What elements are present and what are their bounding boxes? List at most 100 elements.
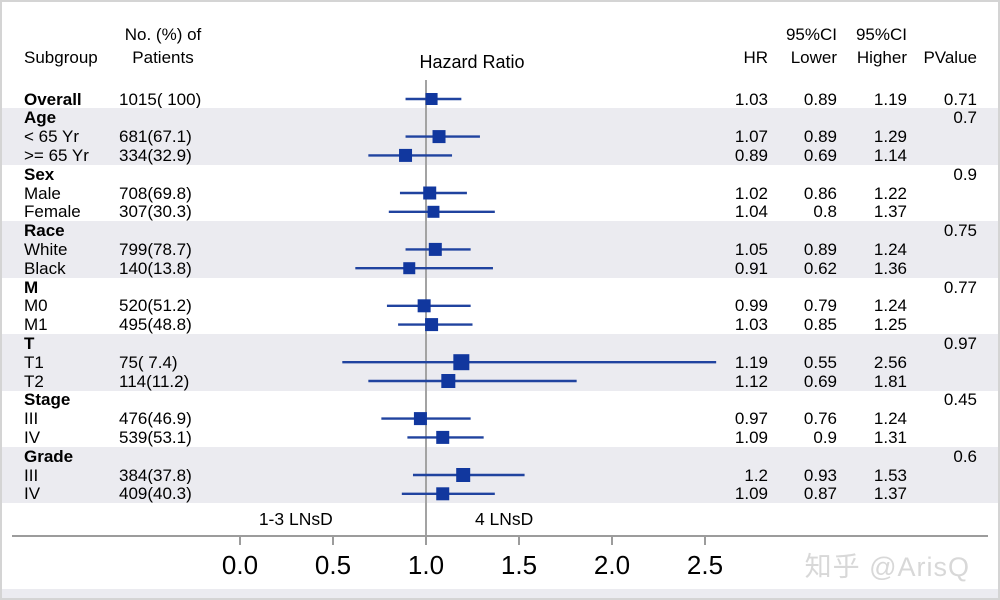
column-header-patients-line2: Patients [132, 48, 194, 67]
hr-marker [417, 299, 431, 313]
row-ci-lower-value: 0.89 [803, 127, 837, 147]
row-patients-value: 1015( 100) [119, 89, 202, 109]
x-axis-tick-label: 1.5 [501, 550, 537, 580]
row-subgroup-label: M1 [24, 315, 48, 335]
table-row: Grade 0.6 [2, 446, 998, 466]
hr-marker [403, 262, 416, 275]
row-ci-lower-value: 0.55 [803, 352, 837, 372]
row-patients-value: 114(11.2) [119, 371, 190, 391]
row-patients-value: 708(69.8) [119, 183, 192, 203]
column-header-hr: HR [743, 48, 768, 67]
row-ci-lower-value: 0.69 [803, 146, 837, 165]
row-hr-value: 0.99 [734, 296, 768, 316]
column-header-ci-higher-line2: Higher [856, 48, 907, 67]
table-row: M1 495(48.8) 1.03 0.85 1.25 [2, 315, 998, 334]
row-subgroup-label: IV [24, 484, 41, 504]
row-ci-lower-value: 0.85 [803, 315, 837, 335]
row-ci-higher-value: 1.37 [873, 484, 907, 504]
row-ci-lower-value: 0.69 [803, 371, 837, 391]
row-subgroup-label: Female [24, 202, 81, 222]
row-hr-value: 1.07 [734, 127, 768, 147]
table-row: Age 0.7 [2, 108, 998, 128]
row-patients-value: 307(30.3) [119, 202, 192, 222]
x-axis-tick-label: 2.0 [594, 550, 630, 580]
row-hr-value: 1.04 [734, 202, 768, 222]
axis-region-label: 4 LNsD [475, 509, 533, 529]
column-header-ci-lower-line1: 95%CI [785, 25, 837, 44]
row-pvalue-value: 0.7 [953, 108, 977, 128]
row-subgroup-label: III [24, 465, 39, 485]
table-row: < 65 Yr 681(67.1) 1.07 0.89 1.29 [2, 127, 998, 147]
row-pvalue-value: 0.6 [953, 446, 977, 466]
table-row: M0 520(51.2) 0.99 0.79 1.24 [2, 296, 998, 315]
column-header-patients-line1: No. (%) of [124, 25, 202, 44]
x-axis-tick-label: 0.5 [315, 550, 351, 580]
row-ci-lower-value: 0.62 [803, 258, 837, 278]
table-row: Overall 1015( 100) 1.03 0.89 1.19 0.71 [2, 90, 998, 109]
row-hr-value: 1.03 [734, 89, 768, 109]
row-subgroup-label: Age [24, 108, 57, 128]
column-header-ci-lower-line2: Lower [790, 48, 837, 67]
hr-marker [413, 412, 427, 426]
row-subgroup-label: T2 [24, 371, 44, 391]
table-row: Race 0.75 [2, 221, 998, 241]
watermark: 知乎 @ArisQ [804, 552, 970, 582]
hr-marker [432, 130, 446, 144]
row-subgroup-label: M [24, 277, 39, 297]
row-pvalue-value: 0.97 [943, 334, 977, 353]
row-patients-value: 140(13.8) [119, 258, 192, 278]
table-row: Black 140(13.8) 0.91 0.62 1.36 [2, 258, 998, 278]
row-patients-value: 334(32.9) [119, 146, 192, 165]
row-ci-higher-value: 1.14 [873, 146, 907, 165]
row-hr-value: 1.09 [734, 428, 768, 447]
row-ci-higher-value: 1.25 [873, 315, 907, 335]
axis-region-label: 1-3 LNsD [259, 509, 333, 529]
hr-marker [425, 93, 438, 105]
table-row: Male 708(69.8) 1.02 0.86 1.22 [2, 184, 998, 203]
row-ci-lower-value: 0.8 [813, 202, 837, 222]
row-ci-higher-value: 1.24 [873, 409, 907, 429]
row-hr-value: 1.03 [734, 315, 768, 335]
row-hr-value: 1.12 [734, 371, 768, 391]
row-ci-lower-value: 0.93 [803, 465, 837, 485]
row-hr-value: 1.02 [734, 183, 768, 203]
table-row: III 476(46.9) 0.97 0.76 1.24 [2, 409, 998, 428]
x-axis-tick-label: 1.0 [408, 550, 444, 580]
row-subgroup-label: IV [24, 428, 41, 447]
row-subgroup-label: >= 65 Yr [24, 146, 89, 165]
x-axis-tick-label: 2.5 [687, 550, 723, 580]
table-row: M 0.77 [2, 278, 998, 297]
row-hr-value: 0.89 [734, 146, 768, 165]
x-axis-tick-label: 0.0 [222, 550, 258, 580]
row-subgroup-label: Overall [24, 89, 82, 109]
row-ci-higher-value: 1.24 [873, 296, 907, 316]
row-hr-value: 0.97 [734, 409, 768, 429]
row-hr-value: 1.2 [744, 465, 768, 485]
row-hr-value: 0.91 [734, 258, 768, 278]
hr-marker [423, 186, 437, 200]
row-ci-higher-value: 1.36 [873, 258, 907, 278]
row-patients-value: 75( 7.4) [119, 352, 178, 372]
row-pvalue-value: 0.71 [943, 89, 977, 109]
table-row: White 799(78.7) 1.05 0.89 1.24 [2, 240, 998, 259]
bottom-strip [2, 589, 998, 598]
row-ci-higher-value: 1.31 [873, 428, 907, 447]
table-row: >= 65 Yr 334(32.9) 0.89 0.69 1.14 [2, 146, 998, 165]
row-pvalue-value: 0.45 [943, 390, 977, 410]
row-subgroup-label: T1 [24, 352, 44, 372]
hr-marker [427, 205, 440, 218]
hr-marker [428, 242, 442, 256]
row-ci-higher-value: 1.53 [873, 465, 907, 485]
row-patients-value: 520(51.2) [119, 296, 192, 316]
row-patients-value: 476(46.9) [119, 409, 192, 429]
row-subgroup-label: White [24, 240, 68, 259]
hr-marker [441, 374, 456, 388]
column-header-ci-higher-line1: 95%CI [855, 25, 907, 44]
row-hr-value: 1.09 [734, 484, 768, 504]
row-ci-lower-value: 0.79 [803, 296, 837, 316]
table-row: Sex 0.9 [2, 165, 998, 184]
hr-marker [399, 148, 413, 162]
row-ci-lower-value: 0.76 [803, 409, 837, 429]
table-row: IV 539(53.1) 1.09 0.9 1.31 [2, 428, 998, 447]
